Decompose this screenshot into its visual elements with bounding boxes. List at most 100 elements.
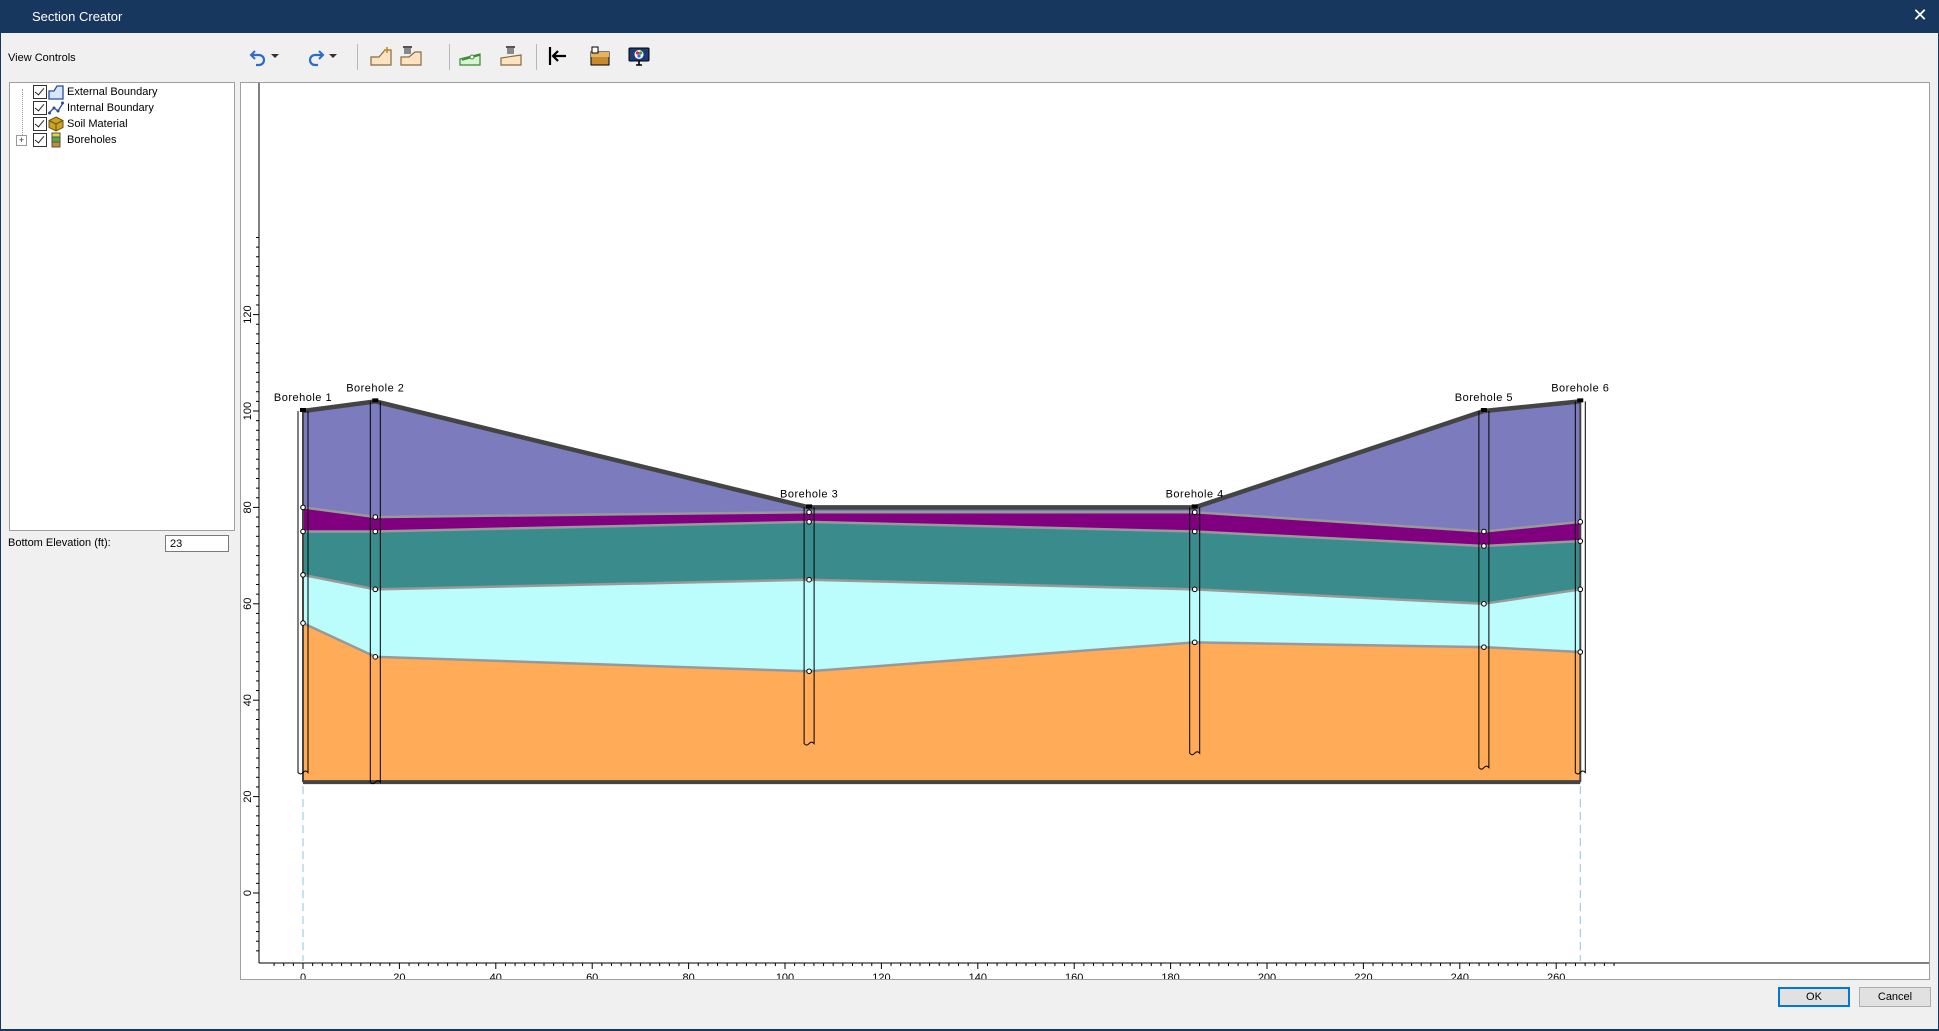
layer-contact-point[interactable] [1577,538,1584,544]
layer-contact-point[interactable] [1191,586,1198,593]
title-bar: Section Creator ✕ [0,0,1939,33]
soil-layer-5[interactable] [303,623,1581,783]
toolbar-separator [536,44,537,70]
layer-contact-point[interactable] [1481,528,1487,535]
x-axis-tick-label: 80 [682,972,694,979]
window-border-left [0,33,1,1031]
section-canvas[interactable]: Borehole 1 Borehole 2 Borehole 3 Borehole 4… [240,82,1930,980]
layer-contact-point[interactable] [372,586,379,593]
layer-contact-point[interactable] [806,509,812,516]
material-properties-button[interactable] [586,42,614,70]
layer-contact-point[interactable] [1481,543,1487,549]
x-axis-tick-label: 240 [1451,972,1469,979]
soil-layer-4[interactable] [303,574,1581,672]
borehole-top-marker [1577,398,1584,403]
borehole-column[interactable] [1478,411,1490,770]
layer-contact-point[interactable] [300,528,306,535]
layer-contact-point[interactable] [1191,509,1198,516]
chevron-down-icon [271,54,279,58]
x-axis-tick-label: 140 [969,972,987,979]
display-options-button[interactable] [625,42,653,70]
layer-contact-point[interactable] [1481,601,1487,607]
add-internal-boundary-icon [459,53,481,66]
undo-icon [249,50,266,67]
x-axis-tick-label: 100 [776,972,794,979]
display-options-icon [628,47,650,66]
layer-contact-point[interactable] [300,504,306,511]
redo-button[interactable] [302,42,330,70]
layer-contact-point[interactable] [300,620,306,626]
add-internal-boundary-button[interactable] [457,42,485,70]
layer-contact-point[interactable] [1577,586,1584,593]
internal-boundary-line[interactable] [302,573,1581,606]
expand-icon[interactable]: + [16,134,27,146]
internal-boundary-icon [48,101,64,115]
layer-contact-point[interactable] [1481,644,1487,650]
soil-material-icon [48,116,64,132]
checkbox[interactable] [33,133,47,147]
borehole-label[interactable]: Borehole 3 [780,488,838,500]
layer-contact-point[interactable] [1191,528,1198,535]
borehole-column[interactable] [1574,401,1586,775]
borehole-column[interactable] [1189,507,1201,756]
internal-boundary-line[interactable] [303,520,1581,548]
internal-boundary-line[interactable] [302,506,1581,533]
layer-contact-point[interactable] [372,514,379,520]
y-axis-tick-label: 0 [242,890,254,896]
borehole-label[interactable]: Borehole 6 [1551,382,1609,394]
external-boundary-top[interactable] [302,399,1581,510]
borehole-top-marker [806,504,813,509]
checkbox[interactable] [33,101,47,115]
layer-contact-point[interactable] [1577,649,1584,655]
layer-contact-point[interactable] [1191,639,1198,646]
add-boundary-button[interactable] [367,42,395,70]
checkbox[interactable] [33,117,47,131]
undo-dropdown-button[interactable] [268,42,282,70]
add-boundary-icon [370,47,392,66]
x-axis-tick-label: 260 [1547,972,1565,979]
undo-button[interactable] [244,42,272,70]
borehole-label[interactable]: Borehole 1 [274,392,332,404]
view-controls-tree: External Boundary Internal Boundary Soil… [9,82,235,531]
borehole-column[interactable] [803,507,815,746]
borehole-column[interactable] [297,411,309,775]
soil-layer-1[interactable] [303,401,1581,532]
x-axis-tick-label: 200 [1258,972,1276,979]
borehole-column[interactable] [369,401,381,785]
bottom-elevation-label: Bottom Elevation (ft): [8,537,111,549]
import-button[interactable] [544,42,572,70]
delete-internal-boundary-button[interactable] [497,42,525,70]
y-axis-tick-label: 60 [242,598,254,610]
y-axis-tick-label: 80 [242,501,254,513]
section-plot[interactable]: Borehole 1 Borehole 2 Borehole 3 Borehole 4… [241,83,1929,979]
chevron-down-icon [329,54,337,58]
layer-contact-point[interactable] [806,519,812,525]
borehole-label[interactable]: Borehole 2 [346,382,404,394]
layer-contact-point[interactable] [300,572,306,578]
layer-contact-point[interactable] [1577,519,1584,525]
borehole-label[interactable]: Borehole 5 [1455,392,1513,404]
x-axis-tick-label: 120 [872,972,890,979]
borehole-top-marker [372,398,379,403]
cancel-button[interactable]: Cancel [1859,987,1931,1007]
layer-contact-point[interactable] [372,528,379,535]
delete-boundary-icon [400,46,422,66]
internal-boundary-line[interactable] [302,621,1581,673]
tree-connector [22,89,33,145]
toolbar-separator [449,44,450,70]
layer-contact-point[interactable] [372,654,379,660]
x-axis-tick-label: 0 [300,972,306,979]
layer-contact-point[interactable] [806,668,812,675]
delete-boundary-button[interactable] [397,42,425,70]
close-icon[interactable]: ✕ [1912,5,1928,25]
redo-dropdown-button[interactable] [326,42,340,70]
view-controls-label: View Controls [8,52,76,64]
tree-item-label: Boreholes [67,134,117,146]
borehole-label[interactable]: Borehole 4 [1166,488,1224,500]
ok-button[interactable]: OK [1778,987,1850,1007]
layer-contact-point[interactable] [806,576,812,583]
toolbar-separator [357,44,358,70]
checkbox[interactable] [33,85,47,99]
y-axis-tick-label: 40 [242,694,254,706]
bottom-elevation-input[interactable] [165,535,229,552]
